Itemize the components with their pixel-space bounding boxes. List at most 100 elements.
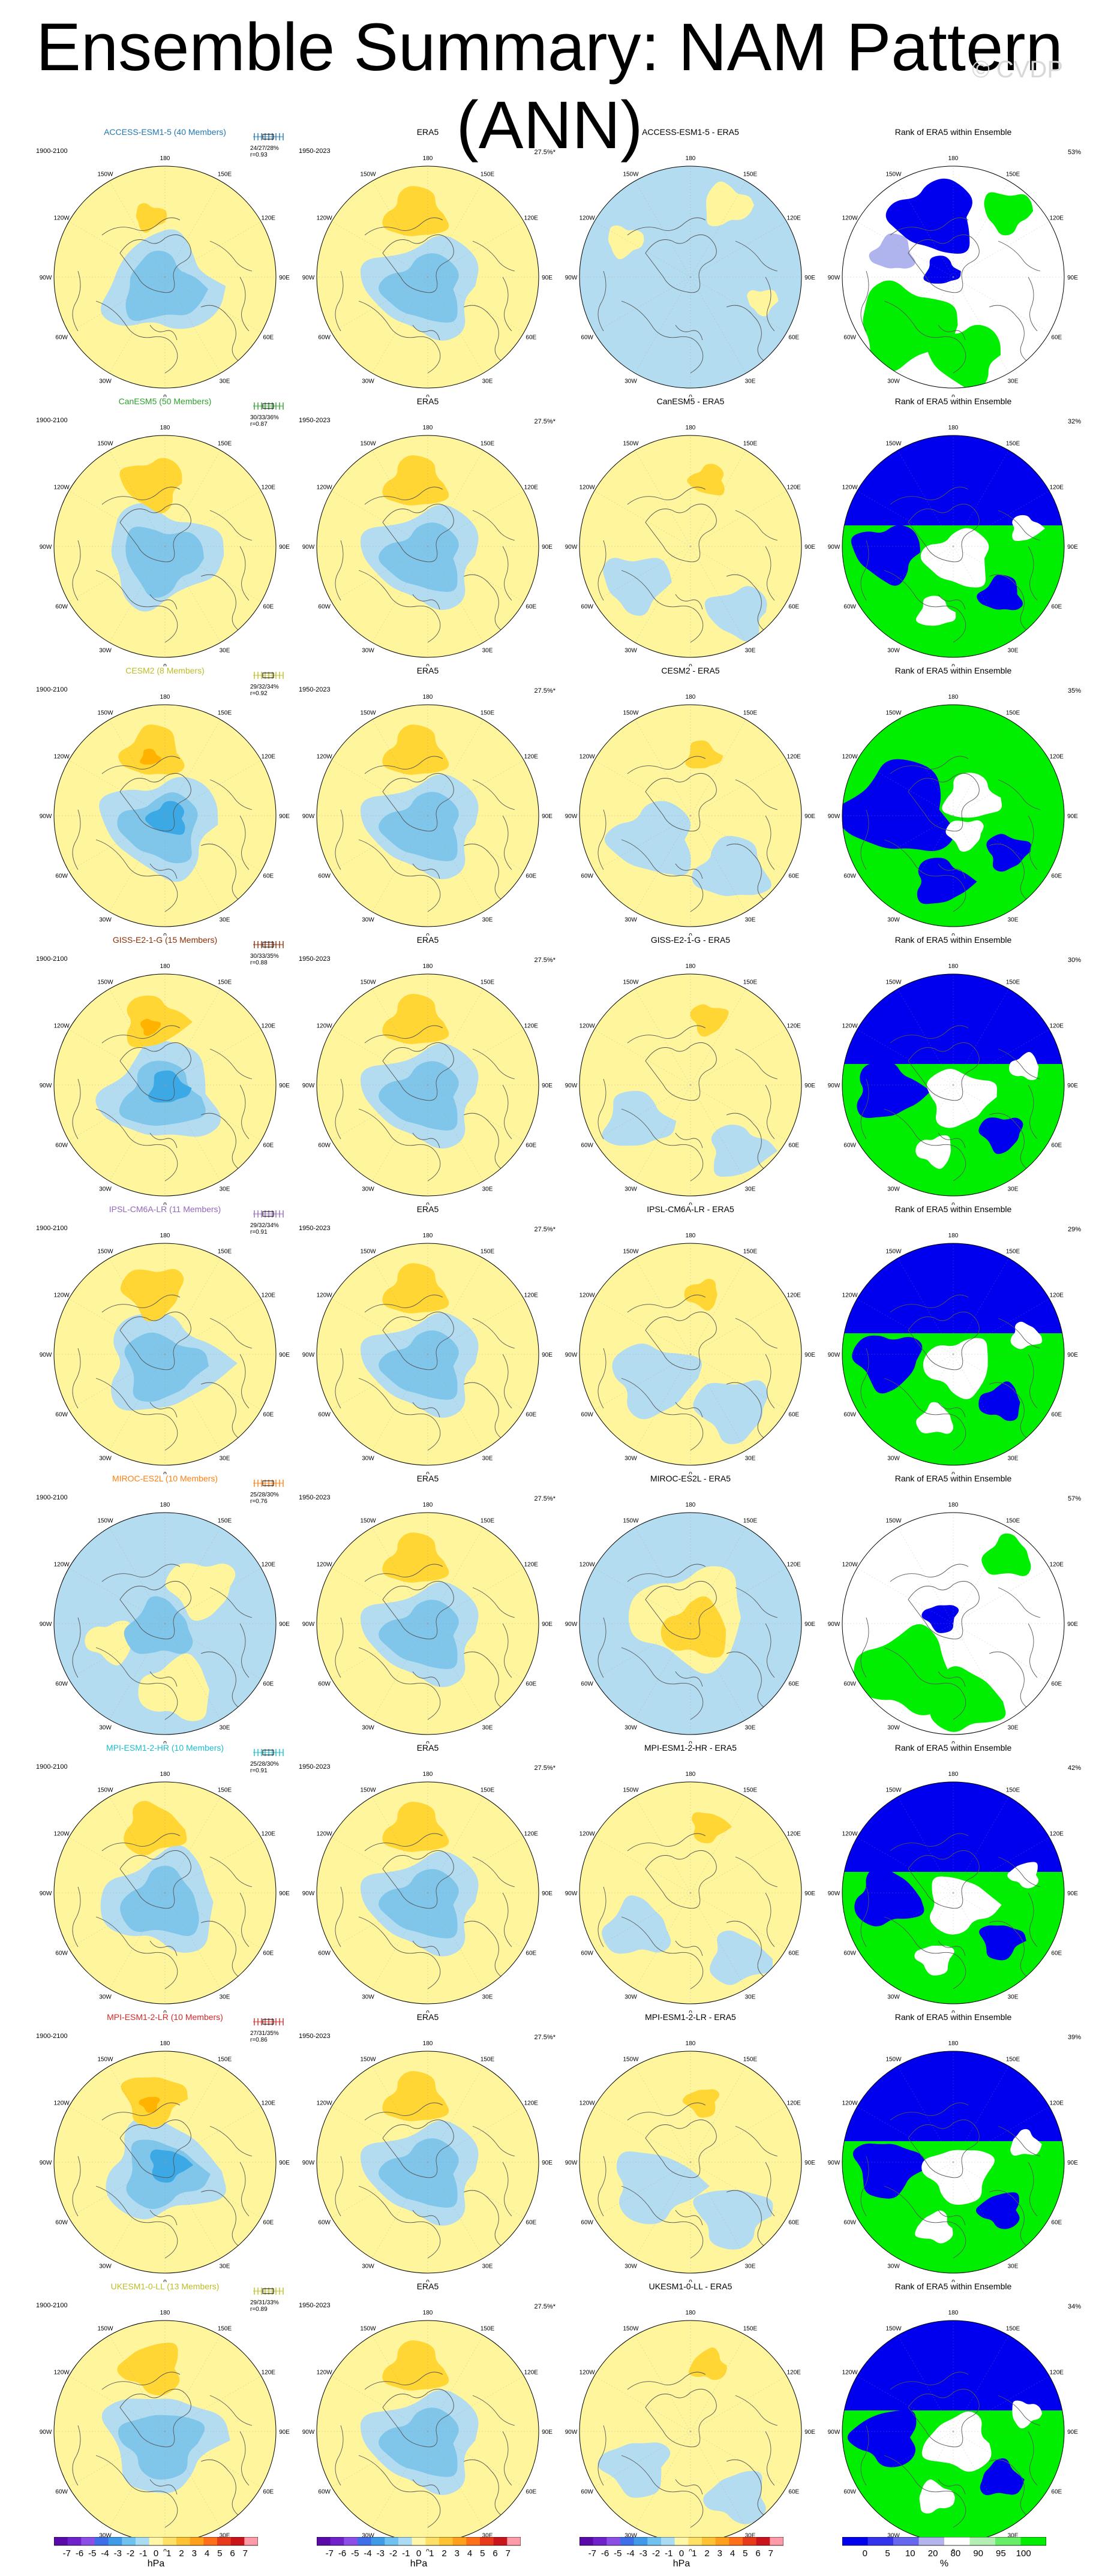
longitude-label: 0 — [163, 2548, 167, 2551]
longitude-label: 30W — [887, 647, 900, 654]
longitude-label: 30W — [362, 1724, 374, 1731]
polar-map: 180 150E 120E 90E 60E 30E 0 30W 60W 90W 120W 150W — [828, 425, 1079, 666]
longitude-label: 90W — [828, 1083, 840, 1089]
obs-pattern-panel: ERA5 1950-2023 27.5%* 180 150E 120E 90E 60E 30E 0… — [293, 935, 563, 1205]
longitude-label: 150W — [885, 2326, 902, 2332]
longitude-label: 90E — [279, 2160, 290, 2166]
model-pattern-panel: IPSL-CM6A-LR (11 Members) 1900-2100 29/32/… — [30, 1204, 300, 1474]
longitude-label: 0 — [689, 933, 692, 936]
colorbar-swatch — [995, 2537, 1021, 2545]
longitude-label: 0 — [163, 2010, 167, 2013]
longitude-label: 90W — [40, 1352, 52, 1358]
longitude-label: 120E — [262, 754, 276, 761]
longitude-label: 60E — [263, 1412, 274, 1418]
stats-line: 29/32/34% — [250, 684, 279, 690]
rank-panel: Rank of ERA5 within Ensemble 53% 180 150E 12… — [818, 127, 1088, 397]
colorbar-swatch — [371, 2537, 385, 2545]
longitude-label: 90W — [302, 1621, 315, 1628]
longitude-label: 90W — [565, 1083, 578, 1089]
colorbar-swatch — [54, 2537, 68, 2545]
longitude-label: 30E — [482, 1186, 493, 1192]
hpa-colorbar-1: -7 -6 -5 -4 -3 -2 -1 0 1 2 3 4 5 6 7 hPa — [53, 2536, 259, 2573]
longitude-label: 120E — [262, 2100, 276, 2107]
longitude-label: 60W — [318, 2489, 331, 2496]
longitude-label: 120W — [842, 1292, 858, 1299]
longitude-label: 60E — [526, 604, 536, 611]
colorbar-swatch — [867, 2537, 894, 2545]
longitude-label: 150W — [360, 1518, 376, 1525]
longitude-label: 150E — [218, 441, 232, 447]
longitude-label: 90W — [40, 813, 52, 820]
longitude-label: 120W — [317, 485, 333, 491]
period-label: 1950-2023 — [299, 1763, 331, 1771]
longitude-label: 30W — [362, 916, 374, 923]
ensemble-spread-boxplot — [253, 672, 284, 679]
longitude-label: 0 — [951, 2548, 955, 2551]
longitude-label: 30W — [99, 1994, 112, 2000]
longitude-label: 30E — [482, 1455, 493, 1462]
longitude-label: 150E — [743, 1787, 758, 1794]
longitude-label: 90E — [1067, 275, 1078, 281]
longitude-label: 150E — [1006, 979, 1020, 986]
longitude-label: 30W — [624, 1994, 637, 2000]
longitude-label: 150W — [623, 1518, 639, 1525]
longitude-label: 150E — [481, 979, 495, 986]
longitude-label: 120E — [1050, 1562, 1064, 1568]
colorbar-swatch — [412, 2537, 426, 2545]
obs-pattern-panel: ERA5 1950-2023 27.5%* 180 150E 120E 90E 60E 30E 0… — [293, 666, 563, 936]
longitude-label: 90W — [302, 544, 315, 551]
longitude-label: 60E — [263, 1681, 274, 1688]
longitude-label: 150E — [1006, 441, 1020, 447]
longitude-label: 60E — [263, 2220, 274, 2226]
rank-title: Rank of ERA5 within Ensemble — [894, 935, 1012, 945]
model-name-title: MPI-ESM1-2-HR (10 Members) — [106, 1743, 224, 1753]
longitude-label: 0 — [426, 1471, 430, 1474]
longitude-label: 60E — [788, 1143, 799, 1149]
ensemble-stats: 30/33/35% r=0.88 — [250, 953, 279, 966]
longitude-label: 150E — [743, 710, 758, 717]
longitude-label: 180 — [160, 1233, 170, 1239]
colorbar-tick-label: 10 — [905, 2548, 915, 2559]
colorbar-swatch — [729, 2537, 743, 2545]
longitude-label: 180 — [423, 425, 433, 431]
longitude-label: 150W — [885, 710, 902, 717]
longitude-label: 150W — [623, 1787, 639, 1794]
longitude-label: 30W — [362, 2263, 374, 2270]
ensemble-spread-boxplot — [253, 1480, 284, 1487]
colorbar-tick-label: 80 — [951, 2548, 961, 2559]
colorbar-tick-label: 0 — [154, 2548, 158, 2559]
longitude-label: 180 — [948, 1502, 959, 1508]
longitude-label: 120W — [579, 754, 596, 761]
longitude-label: 60E — [263, 1143, 274, 1149]
model-pattern-panel: UKESM1-0-LL (13 Members) 1900-2100 29/31/3… — [30, 2282, 300, 2551]
longitude-label: 60W — [55, 2489, 68, 2496]
longitude-label: 30W — [362, 1455, 374, 1462]
ensemble-spread-boxplot — [253, 1210, 284, 1218]
stats-line: r=0.91 — [250, 1229, 268, 1236]
longitude-label: 150E — [218, 1249, 232, 1255]
obs-pattern-panel: ERA5 1950-2023 27.5%* 180 150E 120E 90E 60E 30E 0… — [293, 1474, 563, 1744]
longitude-label: 180 — [686, 2310, 696, 2316]
rank-panel: Rank of ERA5 within Ensemble 42% 180 150E 12… — [818, 1743, 1088, 2013]
longitude-label: 120E — [524, 1562, 539, 1568]
colorbar-svg: -7 -6 -5 -4 -3 -2 -1 0 1 2 3 4 5 6 7 — [579, 2536, 784, 2559]
longitude-label: 180 — [948, 155, 959, 162]
longitude-label: 90W — [302, 1352, 315, 1358]
colorbar-swatch — [661, 2537, 675, 2545]
longitude-label: 120E — [262, 215, 276, 222]
period-label: 1900-2100 — [36, 1763, 68, 1771]
longitude-label: 30E — [482, 647, 493, 654]
colorbar-swatch — [330, 2537, 344, 2545]
longitude-label: 0 — [951, 1202, 955, 1205]
longitude-label: 180 — [686, 694, 696, 701]
longitude-label: 180 — [160, 694, 170, 701]
rank-panel: Rank of ERA5 within Ensemble 35% 180 150E 12… — [818, 666, 1088, 936]
longitude-label: 150W — [97, 2057, 113, 2063]
longitude-label: 120W — [579, 2100, 596, 2107]
longitude-label: 180 — [948, 425, 959, 431]
longitude-label: 90E — [1067, 1083, 1078, 1089]
polar-map: 180 150E 120E 90E 60E 30E 0 30W 60W 90W 120W 150W — [302, 2040, 553, 2282]
hpa-colorbar-2: -7 -6 -5 -4 -3 -2 -1 0 1 2 3 4 5 6 7 hPa — [316, 2536, 521, 2573]
longitude-label: 60E — [526, 1143, 536, 1149]
colorbar-swatch — [944, 2537, 970, 2545]
